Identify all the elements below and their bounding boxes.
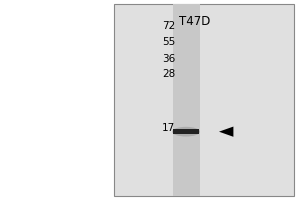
Text: T47D: T47D xyxy=(179,15,211,28)
Bar xyxy=(172,4,200,196)
Text: 28: 28 xyxy=(162,69,176,79)
Bar xyxy=(114,4,294,196)
Text: 17: 17 xyxy=(162,123,176,133)
Ellipse shape xyxy=(172,127,200,137)
Text: 55: 55 xyxy=(162,37,176,47)
Text: 36: 36 xyxy=(162,54,176,64)
Text: 72: 72 xyxy=(162,21,176,31)
Bar xyxy=(173,129,199,134)
Polygon shape xyxy=(219,127,233,137)
